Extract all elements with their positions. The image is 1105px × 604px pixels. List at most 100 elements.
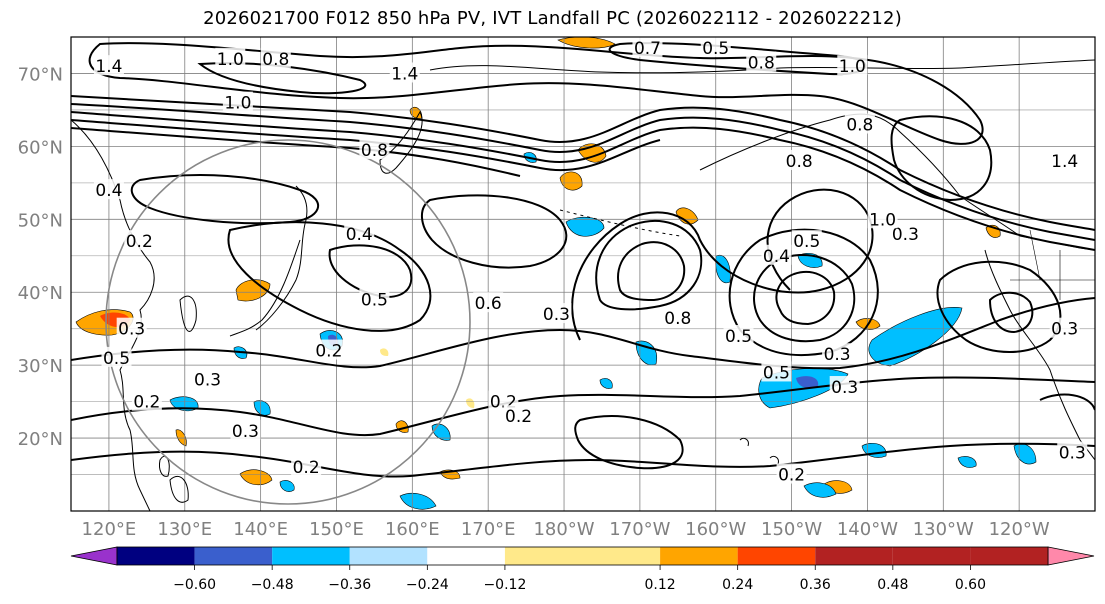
contour-label-layer: 1.0 0.81.4 1.41.00.80.40.2 0.40.5 0.60.30.20… — [93, 37, 1088, 486]
svg-text:0.3: 0.3 — [892, 225, 919, 245]
svg-text:0.4: 0.4 — [346, 225, 373, 245]
coastline-north-america — [984, 249, 1095, 461]
contour-label: 0.4 — [761, 244, 792, 267]
colorbar-segment — [970, 547, 1048, 565]
svg-text:0.6: 0.6 — [475, 294, 502, 314]
contour-label: 1.0 — [222, 91, 253, 114]
colorbar-tick-label: −0.36 — [328, 577, 371, 593]
svg-text:0.5: 0.5 — [793, 232, 820, 252]
contour-label: 0.3 — [192, 368, 223, 391]
coastline-japan — [229, 185, 308, 337]
svg-text:1.4: 1.4 — [1051, 152, 1078, 172]
pv-blob-negative — [565, 216, 605, 237]
svg-text:0.2: 0.2 — [293, 458, 320, 478]
colorbar-tick-label: −0.24 — [406, 577, 449, 593]
colorbar-tick-label: −0.48 — [251, 577, 294, 593]
contour-line — [71, 95, 1095, 231]
contour-label: 0.2 — [776, 463, 807, 486]
contour-label: 0.2 — [124, 230, 155, 252]
pv-blob-negative-strong — [796, 376, 819, 388]
contour-label: 0.3 — [890, 222, 921, 245]
svg-text:0.5: 0.5 — [725, 327, 752, 347]
contour-label: 0.2 — [313, 339, 344, 362]
lon-tick-label: 150°W — [761, 519, 822, 540]
colorbar-tick-label: 0.48 — [877, 577, 908, 593]
svg-text:0.5: 0.5 — [702, 39, 729, 59]
svg-text:0.3: 0.3 — [831, 378, 858, 398]
pv-blob-negative — [599, 378, 613, 389]
svg-text:0.2: 0.2 — [505, 407, 532, 427]
contour-label: 0.3 — [822, 343, 853, 365]
colorbar-segment — [117, 547, 195, 565]
svg-text:0.2: 0.2 — [778, 466, 805, 486]
pv-blob-negative — [868, 307, 963, 367]
colorbar-outline — [116, 546, 1049, 566]
contour-line — [608, 42, 867, 76]
lat-tick-label: 60°N — [18, 137, 63, 158]
contour-label: 0.5 — [791, 230, 822, 252]
contour-label: 0.5 — [761, 361, 792, 383]
lon-tick-label: 140°W — [837, 519, 898, 540]
svg-text:1.4: 1.4 — [391, 64, 418, 84]
lat-tick-label: 20°N — [18, 429, 63, 450]
lat-tick-label: 40°N — [18, 283, 63, 304]
contour-label: 0.3 — [230, 419, 261, 442]
svg-text:1.0: 1.0 — [869, 210, 896, 230]
contour-label: 0.2 — [503, 405, 534, 427]
contour-line — [71, 111, 1095, 251]
contour-label: 0.5 — [723, 324, 754, 347]
colorbar-segment — [194, 547, 273, 565]
contour-label: 0.3 — [829, 376, 860, 398]
contour-label: 0.2 — [131, 390, 162, 413]
pv-blob — [239, 469, 273, 486]
colorbar-segment — [272, 547, 350, 565]
contour-label: 1.4 — [389, 62, 420, 84]
colorbar-tick-label: 0.24 — [722, 577, 753, 593]
contour-line — [617, 241, 686, 302]
contour-label: 0.2 — [291, 456, 322, 478]
svg-text:0.3: 0.3 — [194, 371, 221, 391]
contour-label: 0.8 — [260, 47, 291, 70]
coastline-arctic — [429, 59, 1095, 74]
lon-tick-label: 160°E — [385, 519, 440, 540]
contour-line — [936, 260, 1062, 353]
contour-line — [775, 271, 836, 326]
svg-text:0.8: 0.8 — [361, 141, 388, 161]
colorbar-segment — [504, 547, 661, 565]
contour-label: 0.3 — [1057, 441, 1088, 464]
lat-tick-label: 30°N — [18, 356, 63, 377]
contour-label: 0.7 — [632, 37, 663, 59]
latitude-axis: 70°N 60°N 50°N 40°N 30°N 20°N — [18, 64, 63, 450]
coastlines — [71, 59, 1095, 511]
colorbar-extend-high — [1047, 546, 1095, 566]
colorbar-segment — [815, 547, 893, 565]
contour-line — [71, 442, 1095, 478]
contour-line — [421, 194, 568, 269]
pv-blob-weak — [380, 348, 389, 356]
lat-tick-label: 50°N — [18, 210, 63, 231]
contour-line — [71, 297, 1095, 370]
contour-label: 0.3 — [541, 303, 572, 325]
contour-label: 0.8 — [746, 51, 777, 74]
contour-label: 1.4 — [1049, 149, 1080, 172]
pv-blob-negative — [279, 480, 295, 492]
coastline-philippines — [169, 475, 189, 503]
svg-text:1.4: 1.4 — [95, 57, 122, 77]
pv-blob-negative — [803, 482, 837, 498]
pv-blob-weak — [466, 398, 475, 408]
svg-text:0.2: 0.2 — [315, 342, 342, 362]
colorbar-segment — [427, 547, 505, 565]
contour-line — [890, 115, 993, 202]
colorbar-tick-label: 0.12 — [644, 577, 675, 593]
lon-tick-label: 180°W — [533, 519, 594, 540]
coastline-east-asia — [71, 119, 155, 511]
svg-text:0.5: 0.5 — [103, 349, 130, 369]
contour-line — [988, 291, 1034, 334]
contour-label: 0.8 — [844, 113, 875, 136]
chart-title: 2026021700 F012 850 hPa PV, IVT Landfall… — [203, 8, 902, 29]
svg-text:1.0: 1.0 — [217, 50, 244, 70]
contour-label: 0.8 — [359, 139, 390, 161]
svg-text:0.3: 0.3 — [824, 345, 851, 365]
contour-line — [595, 219, 703, 311]
